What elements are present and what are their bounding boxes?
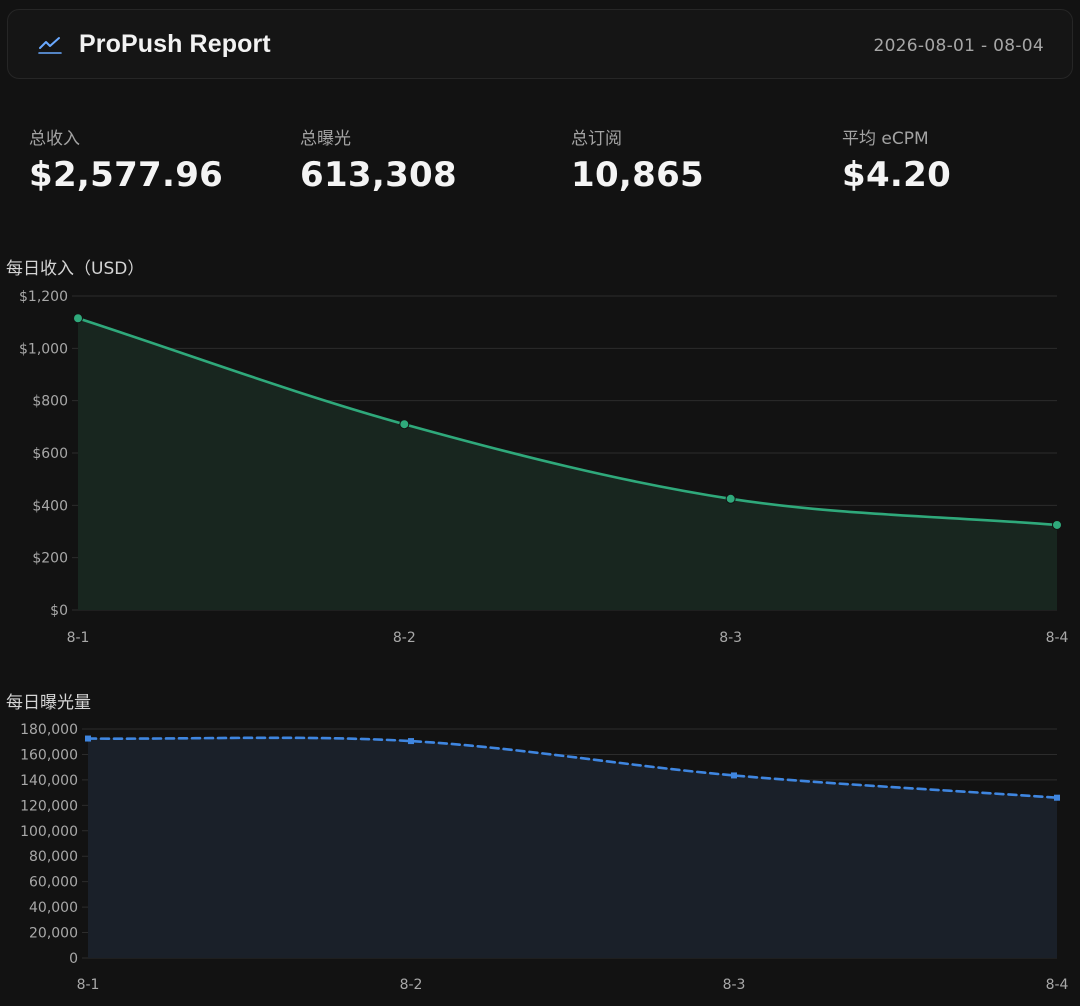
data-point[interactable] (1052, 519, 1062, 530)
report-header: ProPush Report 2026-08-01 - 08-04 (7, 9, 1073, 79)
x-tick-label: 8-3 (723, 977, 746, 993)
revenue-chart-title: 每日收入（USD） (6, 259, 145, 279)
data-point[interactable] (725, 493, 736, 504)
date-range: 2026-08-01 - 08-04 (873, 36, 1044, 56)
y-tick-label: $200 (32, 551, 68, 567)
y-tick-label: $600 (32, 446, 68, 462)
x-tick-label: 8-2 (393, 630, 416, 646)
revenue-chart: $0 $200 $400 $600 $800 $1,000 $1,200 8-1 8-2 8-3 8… (19, 289, 1069, 646)
area-fill (88, 737, 1057, 958)
kpi-value: $4.20 (842, 155, 952, 195)
y-tick-label: 80,000 (29, 849, 78, 865)
kpi-value: $2,577.96 (29, 155, 224, 195)
kpi-value: 10,865 (571, 155, 705, 195)
series-line (76, 316, 1059, 527)
data-point[interactable] (731, 772, 737, 779)
y-tick-label: 140,000 (20, 773, 78, 789)
x-tick-label: 8-1 (67, 630, 90, 646)
y-tick-label: 20,000 (29, 926, 78, 942)
x-tick-label: 8-2 (400, 977, 423, 993)
y-tick-label: $400 (32, 498, 68, 514)
kpi-label: 总曝光 (300, 129, 351, 149)
y-tick-label: $800 (32, 394, 68, 410)
data-point[interactable] (73, 313, 83, 324)
kpi-total-revenue: 总收入 $2,577.96 (29, 127, 223, 195)
kpi-total-subscriptions: 总订阅 10,865 (571, 127, 704, 195)
kpi-total-impressions: 总曝光 613,308 (300, 127, 457, 195)
y-tick-label: 40,000 (29, 900, 78, 916)
data-point[interactable] (1054, 794, 1060, 801)
y-tick-label: $1,200 (19, 289, 68, 305)
y-tick-label: $0 (50, 603, 68, 619)
kpi-average-ecpm: 平均 eCPM $4.20 (842, 127, 951, 195)
impressions-chart-title: 每日曝光量 (6, 693, 91, 713)
y-tick-label: 180,000 (20, 722, 78, 738)
kpi-label: 总收入 (29, 129, 80, 149)
report-title: ProPush Report (79, 30, 271, 58)
y-tick-label: 100,000 (20, 824, 78, 840)
line-chart-icon (38, 37, 62, 54)
data-point[interactable] (408, 738, 414, 745)
data-point[interactable] (399, 419, 410, 430)
kpi-label: 总订阅 (571, 129, 622, 149)
series-line (86, 736, 1059, 799)
x-tick-label: 8-3 (719, 630, 742, 646)
y-tick-label: $1,000 (19, 341, 68, 357)
y-tick-label: 60,000 (29, 875, 78, 891)
impressions-chart: 0 20,000 40,000 60,000 80,000 100,000 120,000 1… (20, 722, 1069, 993)
x-tick-label: 8-4 (1046, 977, 1069, 993)
x-tick-label: 8-1 (77, 977, 100, 993)
x-tick-label: 8-4 (1046, 630, 1069, 646)
kpi-value: 613,308 (300, 155, 457, 195)
kpi-label: 平均 eCPM (842, 129, 929, 149)
data-point[interactable] (85, 735, 91, 742)
y-tick-label: 0 (69, 951, 78, 967)
y-tick-label: 120,000 (20, 798, 78, 814)
y-tick-label: 160,000 (20, 747, 78, 763)
area-fill (78, 318, 1057, 610)
